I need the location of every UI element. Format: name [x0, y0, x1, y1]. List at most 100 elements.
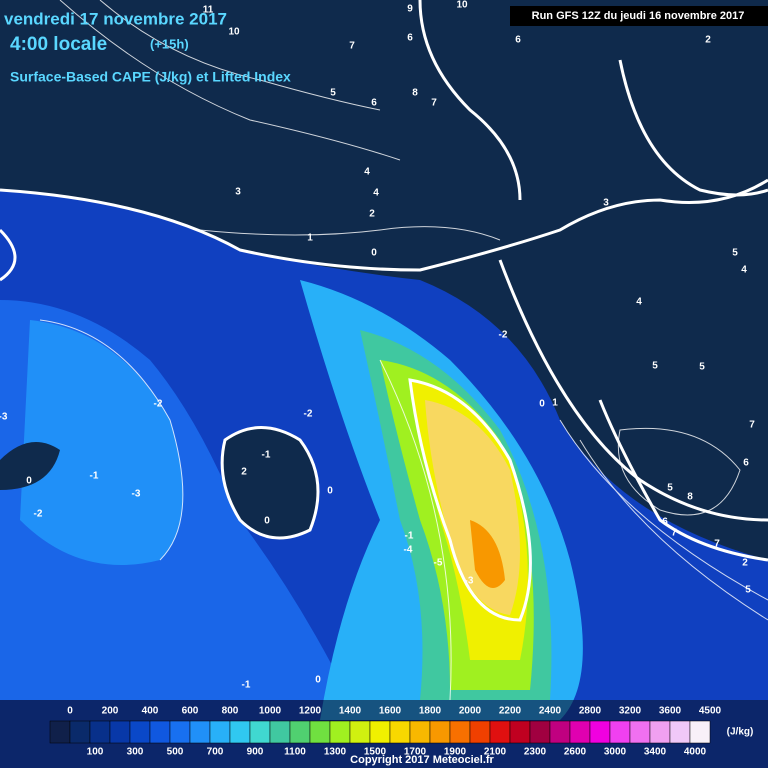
colorbar-swatch — [389, 720, 411, 744]
contour-label: 5 — [732, 248, 738, 259]
colorbar-label: 400 — [142, 706, 159, 717]
contour-label: 2 — [742, 558, 748, 569]
contour-label: 6 — [515, 35, 521, 46]
contour-label: 7 — [671, 528, 677, 539]
contour-label: 7 — [714, 539, 720, 550]
colorbar-label: 2200 — [499, 706, 522, 717]
colorbar-swatch — [229, 720, 251, 744]
colorbar-swatch — [449, 720, 471, 744]
colorbar-swatch — [89, 720, 111, 744]
colorbar-swatch — [469, 720, 491, 744]
contour-label: 5 — [330, 88, 336, 99]
colorbar-swatch — [649, 720, 671, 744]
contour-label: 0 — [315, 675, 321, 686]
contour-label: 7 — [349, 41, 355, 52]
contour-label: -5 — [434, 558, 443, 569]
colorbar-swatch — [549, 720, 571, 744]
colorbar-swatch — [269, 720, 291, 744]
contour-label: -3 — [465, 576, 474, 587]
contour-label: 2 — [705, 35, 711, 46]
contour-label: 8 — [412, 88, 418, 99]
colorbar-swatch — [329, 720, 351, 744]
run-info: Run GFS 12Z du jeudi 16 novembre 2017 — [532, 10, 745, 22]
contour-label: 7 — [749, 420, 755, 431]
colorbar-swatch — [489, 720, 511, 744]
colorbar-swatch — [629, 720, 651, 744]
contour-label: 10 — [456, 0, 468, 11]
colorbar-label: 2600 — [564, 747, 587, 758]
colorbar-swatch — [429, 720, 451, 744]
copyright: Copyright 2017 Meteociel.fr — [350, 754, 494, 766]
colorbar-swatch — [509, 720, 531, 744]
contour-label: 8 — [687, 492, 693, 503]
colorbar-swatch — [409, 720, 431, 744]
contour-label: 4 — [364, 167, 370, 178]
colorbar-swatch — [309, 720, 331, 744]
colorbar-label: 0 — [67, 706, 73, 717]
colorbar-label: 1700 — [404, 747, 427, 758]
colorbar-swatch — [669, 720, 691, 744]
li-contours — [0, 0, 768, 622]
colorbar-swatch — [49, 720, 71, 744]
contour-label: 5 — [667, 483, 673, 494]
contour-label: 9 — [407, 4, 413, 15]
colorbar-swatch — [689, 720, 711, 744]
contour-label: 10 — [228, 27, 240, 38]
contour-label: -1 — [262, 450, 271, 461]
colorbar-label: 1500 — [364, 747, 387, 758]
colorbar-label: 1100 — [284, 747, 306, 758]
contour-label: -2 — [154, 399, 163, 410]
colorbar-swatch — [129, 720, 151, 744]
contour-label: -1 — [405, 531, 414, 542]
contour-label: -1 — [90, 471, 99, 482]
colorbar-swatch — [209, 720, 231, 744]
contour-label: 1 — [552, 398, 558, 409]
colorbar-swatch — [369, 720, 391, 744]
contour-label: 4 — [373, 188, 379, 199]
contour-label: -4 — [404, 545, 413, 556]
colorbar-label: 800 — [222, 706, 239, 717]
contour-label: 7 — [431, 98, 437, 109]
contour-label: -1 — [242, 680, 251, 691]
colorbar-swatch — [69, 720, 91, 744]
contour-label: 2 — [241, 467, 247, 478]
colorbar-label: 1000 — [259, 706, 282, 717]
colorbar-label: 1300 — [324, 747, 347, 758]
contour-label: 3 — [603, 198, 609, 209]
colorbar-swatch — [289, 720, 311, 744]
colorbar-label: 4000 — [684, 747, 707, 758]
colorbar-swatch — [349, 720, 371, 744]
colorbar-label: 1600 — [379, 706, 402, 717]
contour-label: -3 — [132, 489, 141, 500]
contour-label: 6 — [371, 98, 377, 109]
colorbar-swatch — [589, 720, 611, 744]
contour-label: -3 — [0, 412, 8, 423]
li-thin-contours — [39, 0, 768, 701]
cape-low — [0, 442, 60, 490]
colorbar-swatch — [249, 720, 271, 744]
colorbar-label: 3000 — [604, 747, 627, 758]
contour-label: 0 — [371, 248, 377, 259]
offset: (+15h) — [150, 36, 189, 51]
colorbar-label: 700 — [207, 747, 224, 758]
colorbar-label: 2800 — [579, 706, 602, 717]
time: 4:00 locale — [10, 34, 107, 55]
colorbar-label: 1900 — [444, 747, 467, 758]
contour-label: -2 — [34, 509, 43, 520]
colorbar-label: 1200 — [299, 706, 322, 717]
contour-label: 4 — [636, 297, 642, 308]
contour-label: 6 — [662, 517, 668, 528]
colorbar-swatch — [169, 720, 191, 744]
cape-low — [222, 427, 318, 538]
colorbar-unit: (J/kg) — [727, 727, 754, 738]
map-title: Surface-Based CAPE (J/kg) et Lifted Inde… — [10, 69, 291, 85]
colorbar-label: 3400 — [644, 747, 667, 758]
contour-label: -2 — [304, 409, 313, 420]
cape-band — [20, 320, 183, 565]
colorbar-label: 4500 — [699, 706, 722, 717]
colorbar-label: 2400 — [539, 706, 562, 717]
date: vendredi 17 novembre 2017 — [4, 9, 227, 28]
colorbar-label: 1800 — [419, 706, 442, 717]
contour-label: 6 — [407, 33, 413, 44]
